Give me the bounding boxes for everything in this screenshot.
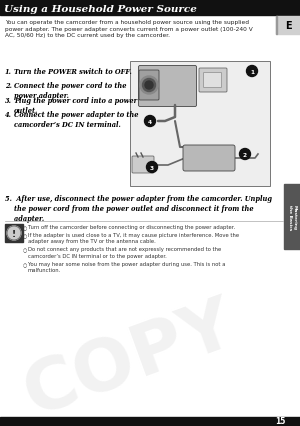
Bar	[0, 0, 300, 16]
FancyBboxPatch shape	[203, 73, 221, 88]
Circle shape	[7, 227, 21, 240]
Circle shape	[239, 149, 250, 160]
Text: Turn off the camcorder before connecting or disconnecting the power adapter.: Turn off the camcorder before connecting…	[28, 225, 235, 230]
FancyBboxPatch shape	[183, 146, 235, 172]
Text: 3.: 3.	[5, 97, 12, 105]
Circle shape	[146, 162, 158, 173]
Text: 1: 1	[250, 69, 254, 75]
Text: Using a Household Power Source: Using a Household Power Source	[4, 5, 197, 14]
Text: Turn the POWER switch to OFF.: Turn the POWER switch to OFF.	[14, 68, 132, 76]
Text: ○: ○	[23, 225, 27, 230]
Circle shape	[142, 79, 155, 92]
Circle shape	[247, 66, 257, 77]
Circle shape	[145, 116, 155, 127]
Text: 2.: 2.	[5, 82, 12, 90]
Text: 4: 4	[148, 120, 152, 124]
Bar	[276, 17, 300, 35]
Text: E: E	[285, 21, 291, 31]
Bar	[276, 17, 277, 35]
Text: 5.  After use, disconnect the power adapter from the camcorder. Unplug
    the p: 5. After use, disconnect the power adapt…	[5, 195, 272, 223]
Text: 4.: 4.	[5, 111, 12, 119]
Bar	[284, 184, 300, 249]
Circle shape	[140, 77, 158, 95]
Text: Mastering
the Basics: Mastering the Basics	[288, 205, 296, 230]
Text: Do not connect any products that are not expressly recommended to the
camcorder’: Do not connect any products that are not…	[28, 247, 221, 258]
Text: !: !	[12, 229, 16, 238]
Bar	[130, 62, 270, 187]
Text: ○: ○	[23, 233, 27, 239]
Text: ○: ○	[23, 248, 27, 253]
Text: 2: 2	[243, 153, 247, 158]
FancyBboxPatch shape	[139, 66, 196, 107]
FancyBboxPatch shape	[132, 157, 154, 173]
Text: 1.: 1.	[5, 68, 12, 76]
Text: 3: 3	[150, 165, 154, 170]
Text: You can operate the camcorder from a household power source using the supplied
p: You can operate the camcorder from a hou…	[5, 20, 253, 38]
Text: Connect the power cord to the
power adapter.: Connect the power cord to the power adap…	[14, 82, 127, 100]
Text: If the adapter is used close to a TV, it may cause picture interference. Move th: If the adapter is used close to a TV, it…	[28, 233, 239, 244]
Text: 15: 15	[275, 416, 285, 425]
Text: Plug the power cord into a power
outlet.: Plug the power cord into a power outlet.	[14, 97, 137, 115]
FancyBboxPatch shape	[139, 71, 159, 101]
Text: ○: ○	[23, 262, 27, 268]
Bar	[0, 417, 300, 426]
Text: COPY: COPY	[15, 289, 245, 426]
Bar	[5, 225, 23, 242]
Circle shape	[145, 82, 153, 90]
Text: You may hear some noise from the power adapter during use. This is not a
malfunc: You may hear some noise from the power a…	[28, 262, 225, 273]
Text: Connect the power adapter to the
camcorder’s DC IN terminal.: Connect the power adapter to the camcord…	[14, 111, 139, 129]
FancyBboxPatch shape	[199, 69, 227, 93]
